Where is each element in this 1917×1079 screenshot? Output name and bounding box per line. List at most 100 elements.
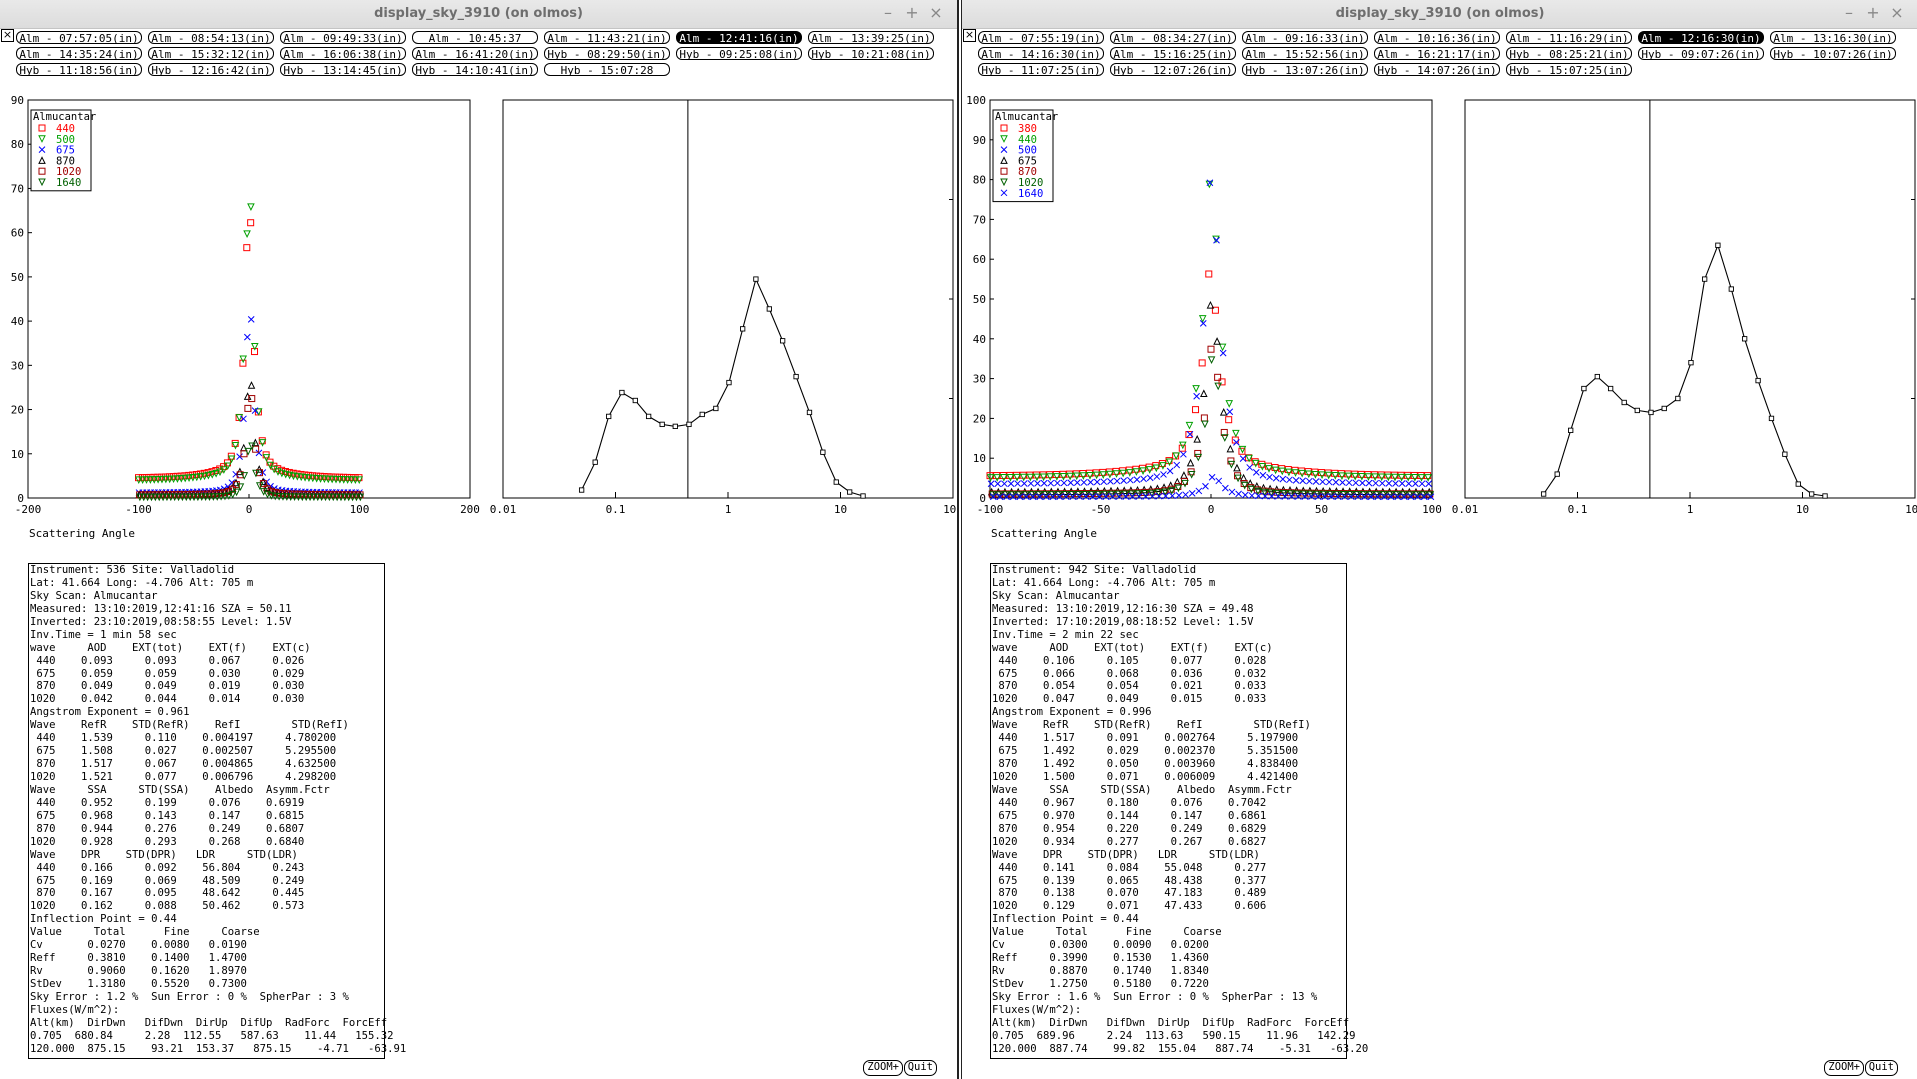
scan-button[interactable]: Alm - 11:16:29(in): [1506, 31, 1632, 45]
maximize-button[interactable]: +: [905, 3, 919, 22]
scan-button[interactable]: Hyb - 14:07:26(in): [1374, 63, 1500, 77]
info-line: Wave RefR STD(RefR) RefI STD(RefI): [30, 719, 349, 732]
scan-button[interactable]: Hyb - 12:16:42(in): [148, 63, 274, 77]
data-point: [225, 492, 233, 500]
scan-button[interactable]: Hyb - 12:07:26(in): [1110, 63, 1236, 77]
minimize-button[interactable]: –: [884, 3, 892, 22]
info-line: Lat: 41.664 Long: -4.706 Alt: 705 m: [992, 576, 1216, 589]
maximize-button[interactable]: +: [1866, 3, 1880, 22]
data-point: [232, 481, 240, 489]
data-point: [1192, 406, 1200, 414]
info-line: wave AOD EXT(tot) EXT(f) EXT(c): [30, 641, 311, 654]
data-point: [1325, 478, 1333, 486]
data-point: [258, 439, 267, 447]
data-point: [208, 471, 217, 479]
y-tick-label: 50: [11, 271, 24, 284]
data-point: [1252, 469, 1260, 476]
data-point: [38, 135, 46, 143]
data-point: [1000, 156, 1008, 164]
info-line: Reff 0.3810 0.1400 1.4700: [30, 952, 247, 965]
data-point: [1155, 492, 1163, 500]
data-point: [1240, 481, 1249, 490]
scan-button[interactable]: Hyb - 09:25:08(in): [676, 47, 802, 61]
quit-button[interactable]: Quit: [903, 1060, 937, 1076]
scan-button[interactable]: Hyb - 13:14:45(in): [280, 63, 406, 77]
scan-button[interactable]: Alm - 10:16:36(in): [1374, 31, 1500, 45]
scan-button[interactable]: Hyb - 15:07:25(in): [1506, 63, 1632, 77]
x-tick-label: 0.01: [490, 503, 517, 516]
scan-button[interactable]: Hyb - 14:10:41(in): [412, 63, 538, 77]
scan-button[interactable]: Alm - 12:16:30(in): [1638, 31, 1764, 45]
info-line: 0.705 689.96 2.24 113.63 590.15 11.96 14…: [992, 1029, 1356, 1042]
scan-button[interactable]: Alm - 12:41:16(in): [676, 31, 802, 45]
scan-button[interactable]: Hyb - 15:07:28: [544, 63, 670, 77]
scan-button[interactable]: Hyb - 11:07:25(in): [978, 63, 1104, 77]
scan-button[interactable]: Alm - 16:06:38(in): [280, 47, 406, 61]
scan-button[interactable]: Alm - 15:32:12(in): [148, 47, 274, 61]
minimize-button[interactable]: –: [1845, 3, 1853, 22]
scan-button[interactable]: Alm - 14:35:24(in): [16, 47, 142, 61]
info-line: Cv 0.0270 0.0080 0.0190: [30, 939, 247, 952]
info-line: Inverted: 23:10:2019,08:58:55 Level: 1.5…: [30, 615, 292, 628]
scan-button[interactable]: Alm - 15:52:56(in): [1242, 47, 1368, 61]
info-line: Instrument: 942 Site: Valladolid: [992, 564, 1197, 576]
scan-button[interactable]: Hyb - 11:18:56(in): [16, 63, 142, 77]
data-point: [244, 447, 252, 456]
scan-button[interactable]: Alm - 07:57:05(in): [16, 31, 142, 45]
data-point: [1275, 492, 1282, 500]
data-point: [1231, 436, 1239, 444]
data-point: [1059, 472, 1068, 481]
scan-button[interactable]: Hyb - 13:07:26(in): [1242, 63, 1368, 77]
y-tick-label: 80: [11, 138, 24, 151]
data-point: [1166, 481, 1175, 489]
title-bar[interactable]: display_sky_3910 (on olmos) – + ×: [962, 0, 1917, 29]
scan-button[interactable]: Alm - 13:16:30(in): [1770, 31, 1896, 45]
data-point: [1381, 493, 1388, 501]
quit-button[interactable]: Quit: [1864, 1060, 1898, 1076]
data-point: [294, 493, 303, 502]
data-point: [1321, 493, 1329, 500]
data-point: [1107, 478, 1114, 485]
data-point: [1404, 473, 1413, 482]
data-point: [1398, 480, 1406, 487]
data-point: [250, 342, 259, 351]
title-bar[interactable]: display_sky_3910 (on olmos) – + ×: [0, 0, 957, 29]
scan-button[interactable]: Alm - 10:45:37: [412, 31, 538, 45]
scan-button[interactable]: Alm - 16:21:17(in): [1374, 47, 1500, 61]
data-point: [194, 493, 202, 502]
scan-button[interactable]: Hyb - 09:07:26(in): [1638, 47, 1764, 61]
scan-button[interactable]: Alm - 09:49:33(in): [280, 31, 406, 45]
scan-button[interactable]: Alm - 13:39:25(in): [808, 31, 934, 45]
scan-button[interactable]: Alm - 07:55:19(in): [978, 31, 1104, 45]
scan-button[interactable]: Alm - 16:41:20(in): [412, 47, 538, 61]
data-point: [1166, 467, 1174, 475]
data-point: [1003, 493, 1010, 501]
data-point: [227, 455, 236, 464]
info-line: Wave SSA STD(SSA) Albedo Asymm.Fctr: [992, 783, 1292, 796]
data-point: [1233, 439, 1240, 446]
scan-button[interactable]: Hyb - 08:25:21(in): [1506, 47, 1632, 61]
info-line: 120.000 887.74 99.82 155.04 887.74 -5.31…: [992, 1042, 1369, 1055]
close-box-icon[interactable]: ×: [1, 28, 14, 42]
scan-button[interactable]: Alm - 08:34:27(in): [1110, 31, 1236, 45]
scan-button[interactable]: Alm - 11:43:21(in): [544, 31, 670, 45]
scan-button[interactable]: Alm - 09:16:33(in): [1242, 31, 1368, 45]
scan-button[interactable]: Alm - 08:54:13(in): [148, 31, 274, 45]
zoom-button[interactable]: ZOOM+: [1824, 1060, 1864, 1076]
close-button[interactable]: ×: [1890, 3, 1904, 22]
info-line: Value Total Fine Coarse: [30, 926, 260, 939]
data-point: [324, 475, 333, 484]
scan-button[interactable]: Hyb - 10:07:26(in): [1770, 47, 1896, 61]
scan-button[interactable]: Hyb - 10:21:08(in): [808, 47, 934, 61]
scan-button[interactable]: Alm - 14:16:30(in): [978, 47, 1104, 61]
close-button[interactable]: ×: [929, 3, 943, 22]
data-point: [1331, 472, 1340, 480]
data-point: [1135, 493, 1143, 500]
data-point: [632, 397, 638, 404]
zoom-button[interactable]: ZOOM+: [863, 1060, 903, 1076]
close-box-icon[interactable]: ×: [963, 28, 976, 42]
data-point: [204, 471, 213, 480]
scan-button[interactable]: Hyb - 08:29:50(in): [544, 47, 670, 61]
scan-button[interactable]: Alm - 15:16:25(in): [1110, 47, 1236, 61]
